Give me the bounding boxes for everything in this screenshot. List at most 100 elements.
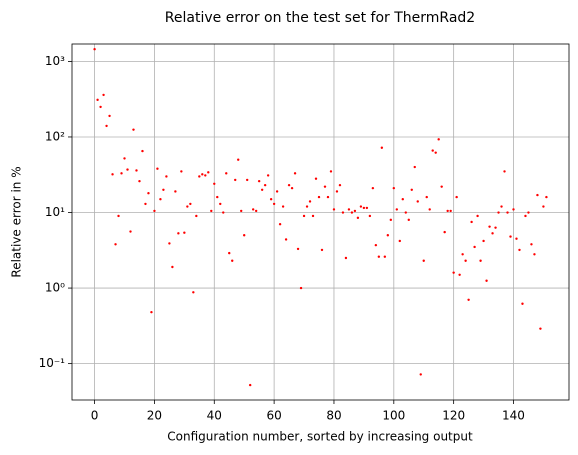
x-tick-label: 80 xyxy=(326,409,341,423)
point xyxy=(356,216,360,220)
point xyxy=(359,205,363,208)
point xyxy=(347,208,351,211)
point xyxy=(222,211,225,214)
y-tick-label: 10¹ xyxy=(45,205,65,219)
point xyxy=(240,209,243,213)
point xyxy=(509,235,512,238)
point xyxy=(410,188,413,191)
point xyxy=(263,183,267,187)
point xyxy=(392,186,396,190)
point xyxy=(494,226,497,229)
point xyxy=(278,223,282,226)
x-tick-label: 120 xyxy=(442,409,465,423)
point xyxy=(120,172,123,175)
point xyxy=(491,232,494,235)
point xyxy=(335,190,339,193)
point xyxy=(524,214,527,218)
point xyxy=(144,202,147,206)
point xyxy=(296,247,300,251)
point xyxy=(542,205,545,208)
point xyxy=(281,205,285,208)
point xyxy=(228,251,231,255)
x-tick-label: 0 xyxy=(91,409,99,423)
point xyxy=(302,214,306,218)
point xyxy=(458,273,461,276)
point xyxy=(515,237,518,240)
point xyxy=(284,238,288,241)
point xyxy=(299,286,303,290)
point xyxy=(479,259,482,262)
point xyxy=(407,218,410,222)
plot-frame xyxy=(71,43,570,401)
point xyxy=(117,214,120,218)
point xyxy=(257,179,261,183)
point xyxy=(251,208,255,211)
point xyxy=(545,195,548,199)
point xyxy=(189,202,192,206)
point xyxy=(162,188,165,191)
point xyxy=(353,209,357,213)
point xyxy=(147,192,150,195)
point xyxy=(153,209,156,213)
point xyxy=(287,183,291,187)
point xyxy=(377,255,381,258)
point xyxy=(428,208,431,211)
point xyxy=(165,175,168,178)
point xyxy=(485,279,488,282)
point xyxy=(272,202,276,206)
point xyxy=(395,208,399,211)
point xyxy=(425,195,428,199)
y-tick-label: 10² xyxy=(45,129,65,143)
point xyxy=(383,255,387,258)
point xyxy=(105,124,108,128)
point xyxy=(389,218,393,222)
point xyxy=(254,209,258,213)
point xyxy=(365,206,369,210)
point xyxy=(437,138,440,141)
point xyxy=(332,208,336,211)
point xyxy=(536,193,539,197)
point xyxy=(488,225,491,228)
point xyxy=(204,174,207,177)
point xyxy=(129,230,132,233)
point xyxy=(138,179,141,183)
chart-title: Relative error on the test set for Therm… xyxy=(165,10,475,26)
point xyxy=(198,175,201,178)
point xyxy=(455,195,458,199)
point xyxy=(338,183,342,187)
point xyxy=(440,185,443,188)
point xyxy=(374,243,378,247)
point xyxy=(186,205,189,208)
point xyxy=(422,259,425,262)
point xyxy=(293,172,297,175)
point xyxy=(434,151,437,154)
point xyxy=(225,172,228,175)
point xyxy=(419,373,422,376)
point xyxy=(413,165,416,169)
point xyxy=(470,220,473,224)
point xyxy=(398,239,401,243)
point xyxy=(323,185,327,188)
point xyxy=(242,234,246,237)
point xyxy=(213,182,216,185)
x-tick-label: 20 xyxy=(147,409,162,423)
point xyxy=(503,170,506,173)
point xyxy=(231,259,234,262)
point xyxy=(156,167,159,170)
point xyxy=(467,298,470,301)
point xyxy=(452,271,455,274)
point xyxy=(482,239,485,243)
point xyxy=(350,211,354,214)
point xyxy=(368,214,372,218)
point xyxy=(237,158,240,161)
point xyxy=(266,174,270,177)
point xyxy=(317,195,321,199)
point xyxy=(171,265,174,269)
point xyxy=(500,205,503,208)
point xyxy=(449,209,452,213)
point xyxy=(159,198,162,201)
point xyxy=(207,171,210,174)
point xyxy=(108,114,111,118)
point xyxy=(344,256,348,260)
